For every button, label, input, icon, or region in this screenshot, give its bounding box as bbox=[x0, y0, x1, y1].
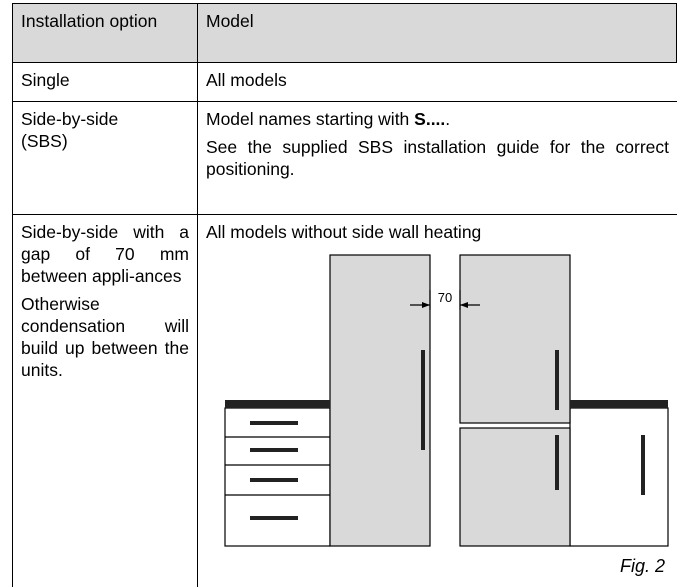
figure-caption: Fig. 2 bbox=[620, 556, 665, 576]
text: . bbox=[445, 109, 451, 129]
bold-text: S.... bbox=[414, 109, 446, 129]
cell-text: All models without side wall heating bbox=[206, 222, 482, 242]
cell: Side-by-side with a gap of 70 mm between… bbox=[12, 214, 198, 587]
cell: All models bbox=[197, 62, 677, 102]
cell-text: Otherwise condensation will build up bet… bbox=[21, 294, 189, 380]
header-cell: Installation option bbox=[12, 3, 198, 63]
text: Model names starting with bbox=[206, 109, 415, 129]
cell-text: All models bbox=[206, 70, 287, 90]
cell-text: Model names starting with S..... bbox=[206, 108, 669, 130]
header-cell: Model bbox=[197, 3, 677, 63]
cell-text: Side-by-side with a gap of 70 mm between… bbox=[21, 222, 189, 286]
header-text: Installation option bbox=[21, 11, 158, 31]
header-text: Model bbox=[206, 11, 254, 31]
cell: All models without side wall heating bbox=[197, 214, 677, 587]
cell: Single bbox=[12, 62, 198, 102]
cell-text: See the supplied SBS installation guide … bbox=[206, 137, 669, 179]
dimension-label: 70 bbox=[438, 290, 452, 305]
cell-text: Single bbox=[21, 70, 70, 90]
cell: Side-by-side (SBS) bbox=[12, 101, 198, 215]
cell-text: Side-by-side (SBS) bbox=[21, 109, 119, 151]
cell: Model names starting with S..... See the… bbox=[197, 101, 677, 215]
